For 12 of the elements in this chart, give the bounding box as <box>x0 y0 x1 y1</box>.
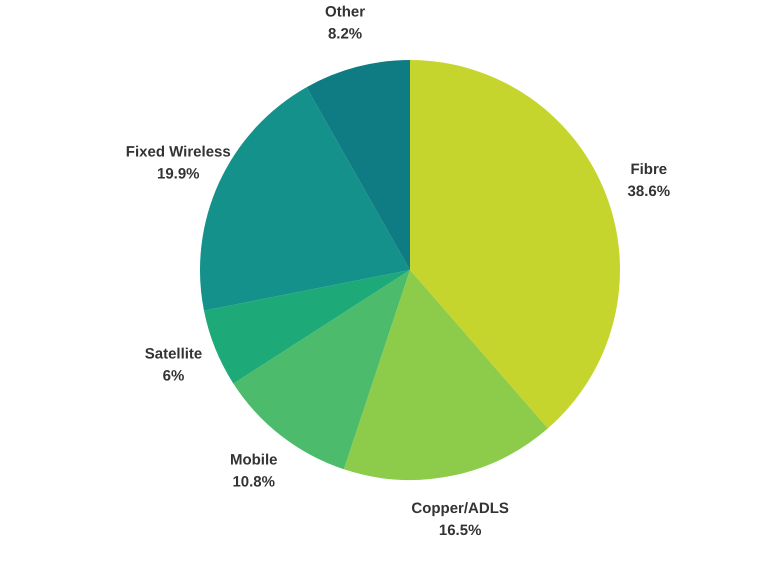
data-label: 19.9% <box>156 166 200 183</box>
slice-label: Copper/ADLS <box>411 500 509 518</box>
data-label: 8.2% <box>328 26 362 43</box>
slice-label: Fibre <box>630 160 668 178</box>
slice-label: Other <box>325 4 366 21</box>
slice-label: Fixed Wireless <box>126 144 231 161</box>
data-label: 6% <box>162 368 184 384</box>
data-label: 16.5% <box>438 522 482 540</box>
data-label: 10.8% <box>232 474 275 491</box>
slice-label: Mobile <box>230 452 278 469</box>
data-label: 38.6% <box>628 182 670 200</box>
slice-label: Satellite <box>144 346 202 362</box>
